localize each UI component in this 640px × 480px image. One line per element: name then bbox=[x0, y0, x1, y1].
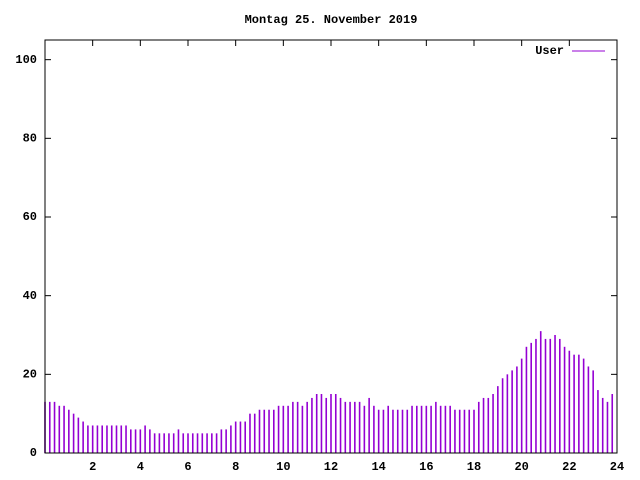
x-tick-label: 14 bbox=[371, 460, 385, 474]
x-tick-label: 16 bbox=[419, 460, 433, 474]
legend-label: User bbox=[535, 44, 564, 58]
y-tick-label: 40 bbox=[23, 289, 37, 303]
y-tick-label: 60 bbox=[23, 210, 37, 224]
x-tick-label: 18 bbox=[467, 460, 481, 474]
y-tick-label: 20 bbox=[23, 368, 37, 382]
y-tick-label: 100 bbox=[15, 53, 37, 67]
plot-border bbox=[44, 39, 618, 454]
x-tick-label: 10 bbox=[276, 460, 290, 474]
x-tick-label: 22 bbox=[562, 460, 576, 474]
x-tick-label: 12 bbox=[324, 460, 338, 474]
y-tick-label: 80 bbox=[23, 132, 37, 146]
x-tick-label: 8 bbox=[232, 460, 239, 474]
x-tick-label: 20 bbox=[514, 460, 528, 474]
x-tick-label: 4 bbox=[137, 460, 144, 474]
x-tick-label: 6 bbox=[184, 460, 191, 474]
x-tick-label: 2 bbox=[89, 460, 96, 474]
chart-title: Montag 25. November 2019 bbox=[245, 13, 418, 27]
x-tick-label: 24 bbox=[610, 460, 624, 474]
y-tick-label: 0 bbox=[30, 446, 37, 460]
